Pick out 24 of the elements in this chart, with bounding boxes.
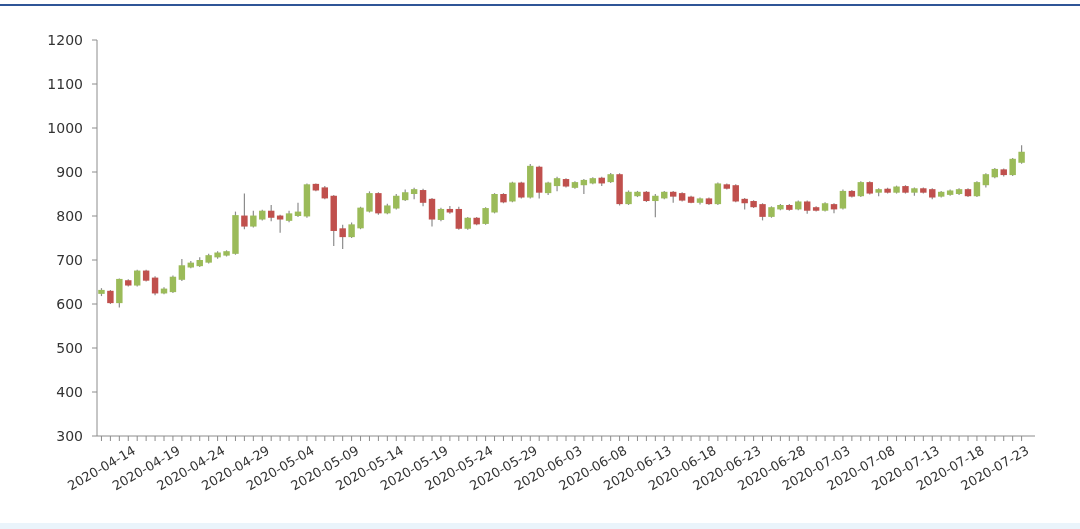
y-tick-label: 500 bbox=[56, 339, 83, 356]
y-tick-label: 700 bbox=[56, 251, 83, 268]
candlestick bbox=[241, 192, 248, 230]
candlestick bbox=[1018, 144, 1025, 165]
y-tick-label: 600 bbox=[56, 295, 83, 312]
candlestick bbox=[375, 191, 382, 216]
y-tick-label: 900 bbox=[56, 163, 83, 180]
y-tick-label: 1100 bbox=[47, 75, 83, 92]
candlestick bbox=[339, 224, 346, 250]
candlestick bbox=[276, 214, 284, 234]
candlestick bbox=[357, 206, 364, 230]
y-tick-label: 300 bbox=[56, 427, 83, 444]
candlestick bbox=[178, 258, 186, 282]
y-tick-label: 1000 bbox=[47, 119, 83, 136]
y-tick-label: 1200 bbox=[47, 31, 83, 48]
candlestick bbox=[509, 181, 516, 203]
candlestick bbox=[732, 183, 739, 203]
candlestick bbox=[652, 193, 659, 218]
y-tick-label: 400 bbox=[56, 383, 83, 400]
candlestick bbox=[1009, 157, 1016, 177]
candlestick bbox=[455, 206, 463, 231]
candlestick bbox=[491, 192, 498, 214]
y-tick-label: 800 bbox=[56, 207, 83, 224]
candlestick bbox=[428, 197, 436, 228]
